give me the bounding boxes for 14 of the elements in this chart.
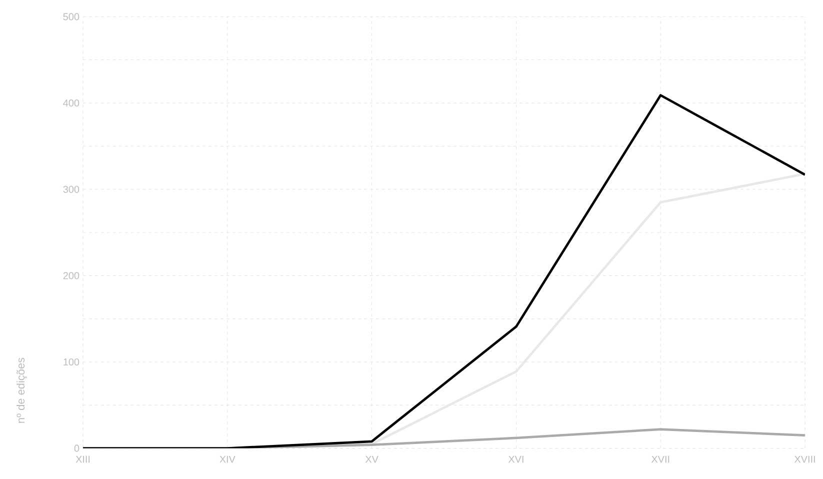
y-tick-label: 200 xyxy=(63,272,80,280)
y-tick-label: 300 xyxy=(63,186,80,193)
y-tick-label: 0 xyxy=(74,444,80,452)
y-tick-label: 500 xyxy=(63,13,80,20)
x-tick-label: XIII xyxy=(76,456,90,463)
y-tick-label: 400 xyxy=(63,99,80,107)
y-tick-label: 100 xyxy=(64,358,80,366)
x-tick-label: XV xyxy=(365,456,378,463)
x-tick-label: XVI xyxy=(508,456,524,463)
x-tick-label: XVII xyxy=(651,456,670,463)
y-axis-title: nº de edições xyxy=(16,358,27,423)
x-tick-label: XIV xyxy=(220,456,236,463)
x-tick-label: XVIII xyxy=(794,456,815,463)
line-series xyxy=(83,94,806,448)
